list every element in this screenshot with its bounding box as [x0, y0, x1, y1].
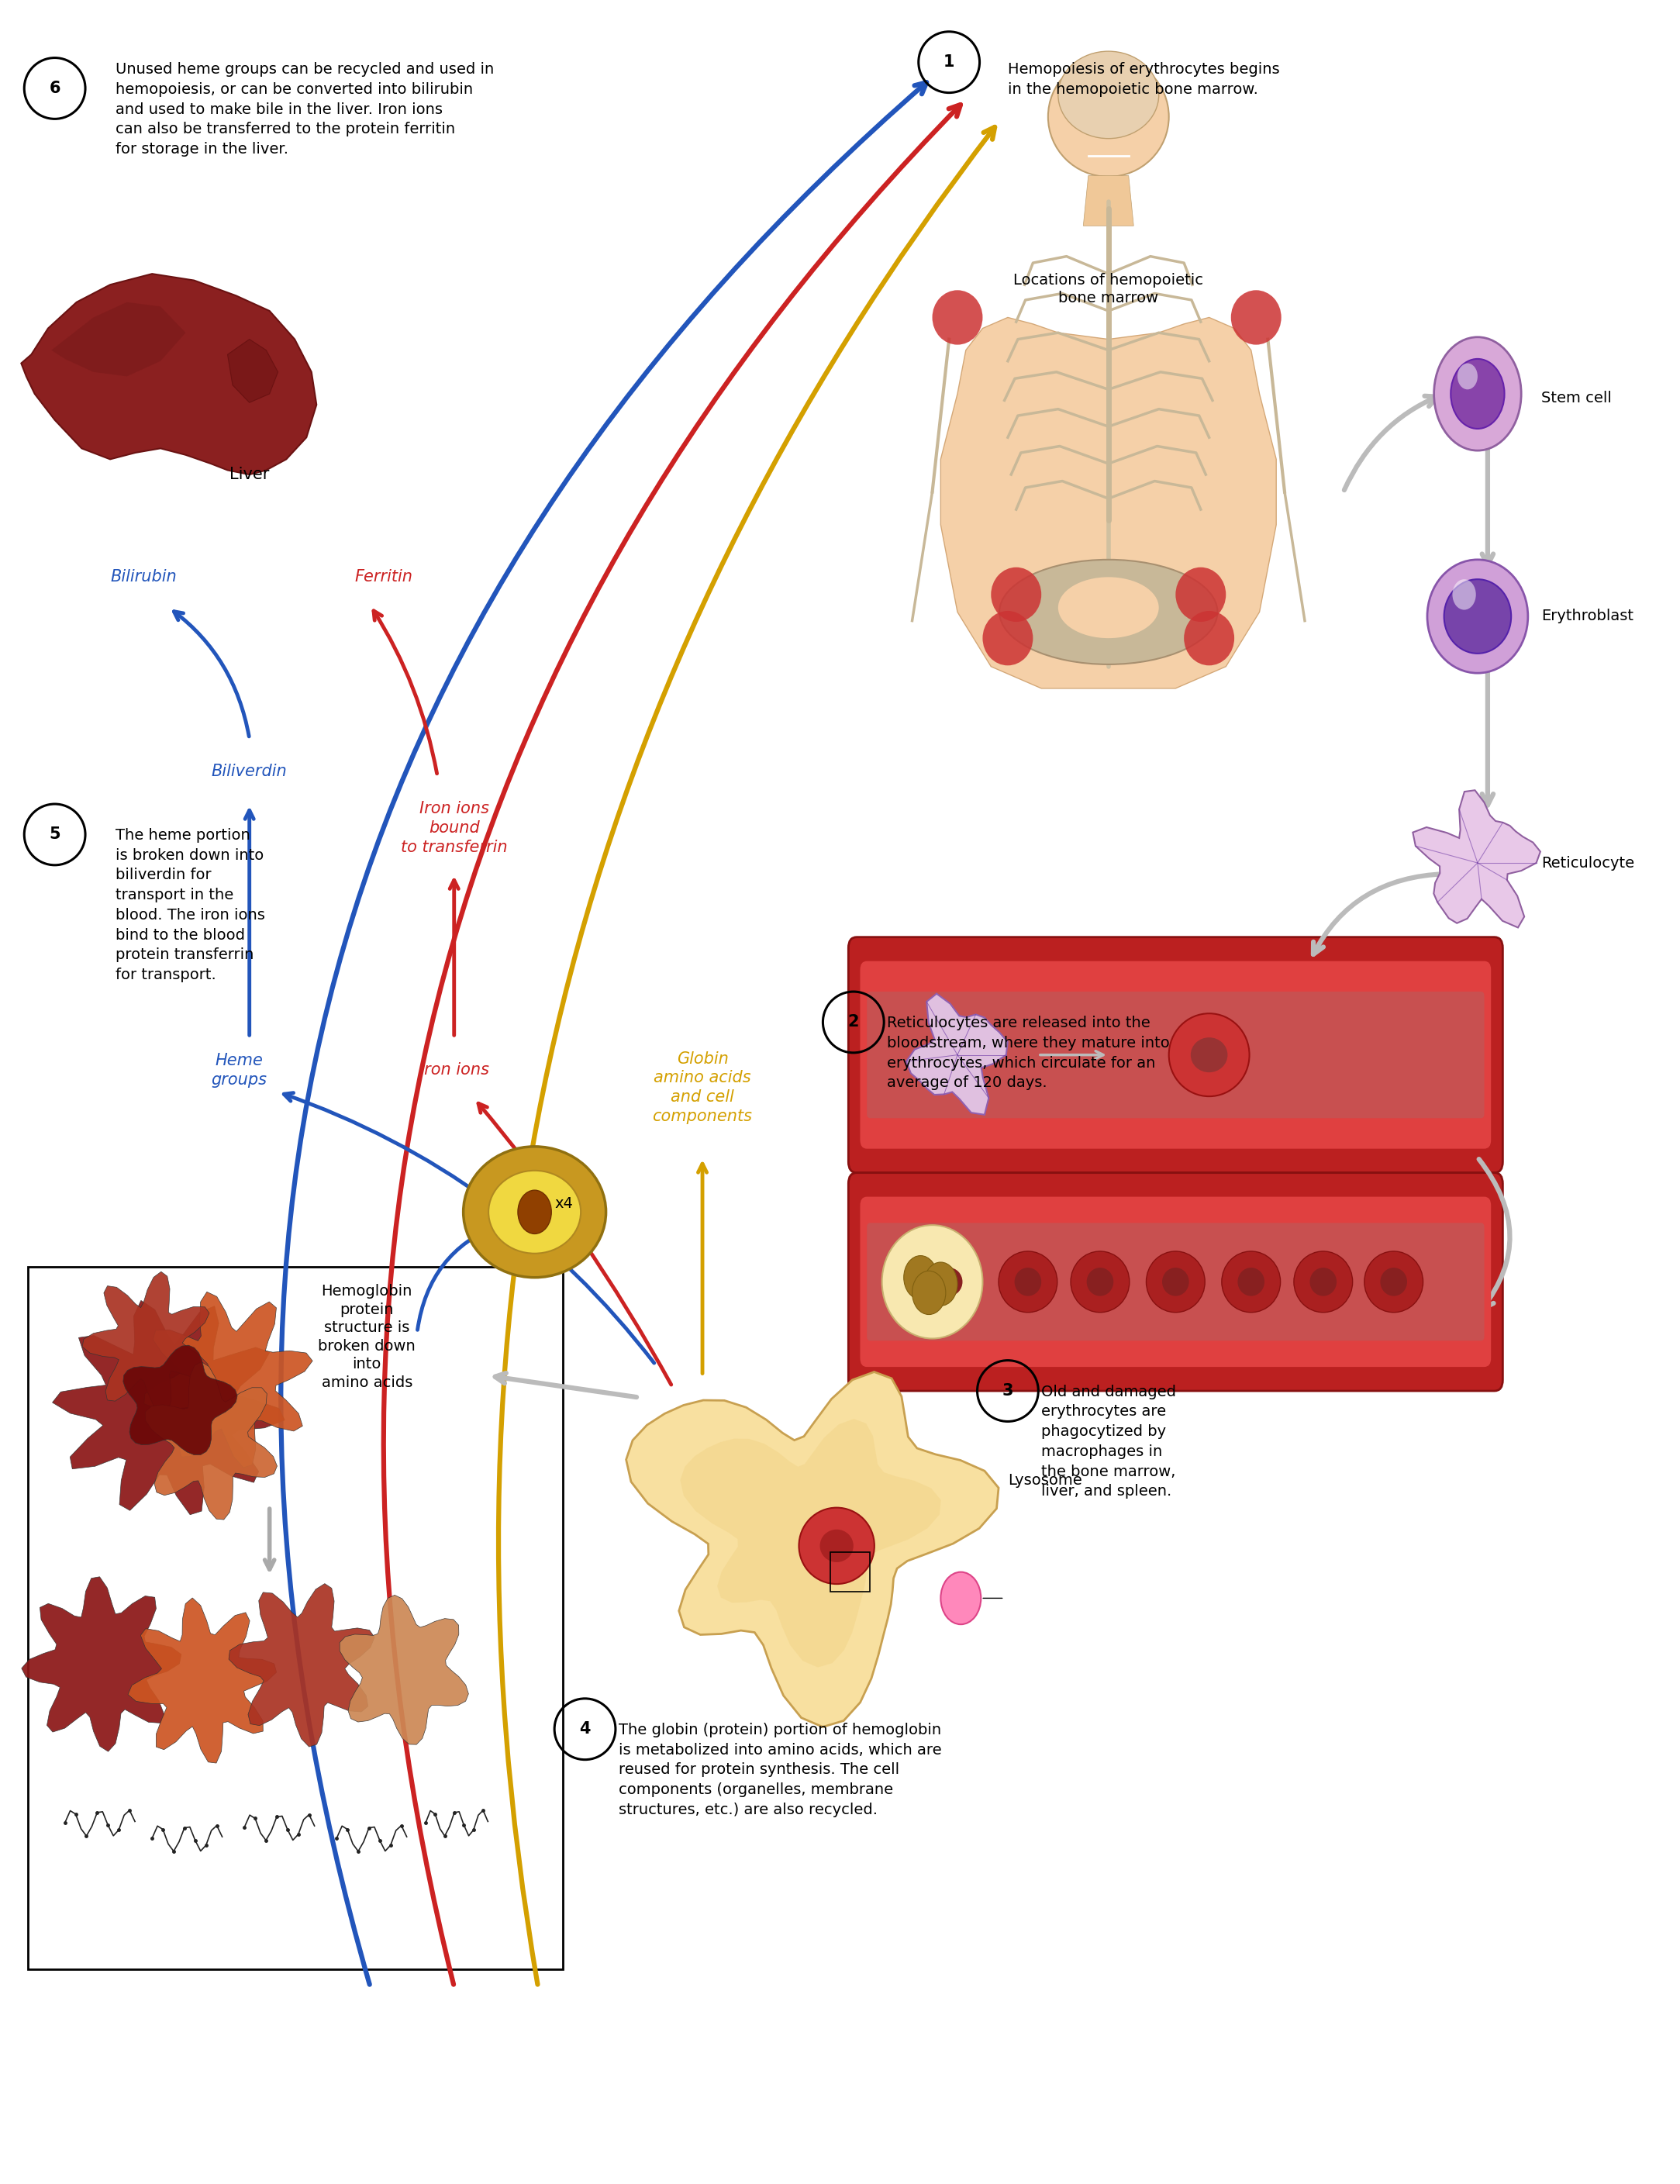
Ellipse shape — [1176, 568, 1226, 622]
Polygon shape — [339, 1594, 469, 1745]
Circle shape — [912, 1271, 946, 1315]
Ellipse shape — [1294, 1251, 1352, 1313]
Ellipse shape — [1015, 1267, 1042, 1295]
Text: The globin (protein) portion of hemoglobin
is metabolized into amino acids, whic: The globin (protein) portion of hemoglob… — [618, 1723, 941, 1817]
Ellipse shape — [936, 1267, 963, 1295]
Text: Iron ions: Iron ions — [420, 1061, 489, 1079]
Polygon shape — [22, 273, 316, 474]
Text: Reticulocyte: Reticulocyte — [1541, 856, 1635, 869]
Polygon shape — [144, 1293, 312, 1468]
Ellipse shape — [1231, 290, 1282, 345]
Polygon shape — [906, 994, 1008, 1114]
Ellipse shape — [1087, 1267, 1114, 1295]
Circle shape — [1453, 579, 1477, 609]
Ellipse shape — [1428, 559, 1527, 673]
Polygon shape — [941, 317, 1277, 688]
Text: Bilirubin: Bilirubin — [111, 570, 176, 585]
Ellipse shape — [1058, 577, 1159, 638]
Ellipse shape — [1191, 1037, 1228, 1072]
Polygon shape — [1413, 791, 1541, 928]
Text: 6: 6 — [49, 81, 60, 96]
Text: 1: 1 — [944, 55, 954, 70]
Text: Locations of hemopoietic
bone marrow: Locations of hemopoietic bone marrow — [1013, 273, 1203, 306]
Text: The heme portion
is broken down into
biliverdin for
transport in the
blood. The : The heme portion is broken down into bil… — [116, 828, 265, 983]
Text: x4: x4 — [554, 1197, 573, 1210]
FancyBboxPatch shape — [867, 1223, 1485, 1341]
FancyBboxPatch shape — [867, 992, 1485, 1118]
Text: Lysosome: Lysosome — [1008, 1472, 1082, 1487]
Circle shape — [941, 1572, 981, 1625]
Text: Iron ions
bound
to transferrin: Iron ions bound to transferrin — [402, 802, 507, 854]
Ellipse shape — [1058, 50, 1159, 138]
Ellipse shape — [1169, 1013, 1250, 1096]
Text: Old and damaged
erythrocytes are
phagocytized by
macrophages in
the bone marrow,: Old and damaged erythrocytes are phagocy… — [1042, 1385, 1176, 1498]
Text: Hemoglobin
protein
structure is
broken down
into
amino acids: Hemoglobin protein structure is broken d… — [318, 1284, 415, 1389]
Text: 4: 4 — [580, 1721, 591, 1736]
Polygon shape — [680, 1420, 941, 1666]
Polygon shape — [52, 1299, 284, 1516]
Text: Unused heme groups can be recycled and used in
hemopoiesis, or can be converted : Unused heme groups can be recycled and u… — [116, 61, 494, 157]
Ellipse shape — [1163, 1267, 1189, 1295]
FancyBboxPatch shape — [860, 1197, 1492, 1367]
Circle shape — [1452, 358, 1504, 428]
Text: 2: 2 — [848, 1013, 858, 1031]
Text: 3: 3 — [1003, 1382, 1013, 1398]
Text: Liver: Liver — [230, 467, 269, 483]
Ellipse shape — [1146, 1251, 1205, 1313]
Ellipse shape — [991, 568, 1042, 622]
Polygon shape — [52, 301, 185, 376]
Polygon shape — [627, 1372, 998, 1728]
Ellipse shape — [464, 1147, 606, 1278]
Ellipse shape — [1221, 1251, 1280, 1313]
Polygon shape — [82, 1271, 210, 1413]
Text: Hemopoiesis of erythrocytes begins
in the hemopoietic bone marrow.: Hemopoiesis of erythrocytes begins in th… — [1008, 61, 1280, 96]
Ellipse shape — [1310, 1267, 1337, 1295]
Polygon shape — [128, 1599, 277, 1762]
Ellipse shape — [1184, 612, 1235, 666]
Circle shape — [904, 1256, 937, 1299]
Polygon shape — [227, 339, 277, 402]
Text: Globin
amino acids
and cell
components: Globin amino acids and cell components — [652, 1051, 753, 1125]
Polygon shape — [144, 1363, 277, 1520]
Circle shape — [1435, 336, 1520, 450]
FancyBboxPatch shape — [29, 1267, 563, 1970]
FancyBboxPatch shape — [848, 937, 1502, 1173]
Ellipse shape — [998, 1251, 1057, 1313]
Ellipse shape — [800, 1507, 874, 1583]
Text: Reticulocytes are released into the
bloodstream, where they mature into
erythroc: Reticulocytes are released into the bloo… — [887, 1016, 1169, 1090]
Text: Ferritin: Ferritin — [354, 570, 413, 585]
Text: Biliverdin: Biliverdin — [212, 764, 287, 780]
Polygon shape — [123, 1345, 237, 1455]
Polygon shape — [1084, 175, 1134, 225]
Ellipse shape — [1445, 579, 1510, 653]
FancyBboxPatch shape — [860, 961, 1492, 1149]
Circle shape — [924, 1262, 958, 1306]
Polygon shape — [22, 1577, 181, 1752]
Ellipse shape — [1070, 1251, 1129, 1313]
Circle shape — [1458, 363, 1478, 389]
Ellipse shape — [489, 1171, 581, 1254]
Text: 5: 5 — [49, 828, 60, 843]
Ellipse shape — [820, 1529, 853, 1562]
Text: Heme
groups: Heme groups — [212, 1053, 267, 1088]
Polygon shape — [228, 1583, 375, 1747]
Ellipse shape — [1238, 1267, 1265, 1295]
Ellipse shape — [1364, 1251, 1423, 1313]
FancyBboxPatch shape — [848, 1173, 1502, 1391]
Text: Stem cell: Stem cell — [1541, 391, 1611, 406]
Text: Erythroblast: Erythroblast — [1541, 609, 1633, 625]
Ellipse shape — [882, 1225, 983, 1339]
Ellipse shape — [1000, 559, 1218, 664]
Ellipse shape — [983, 612, 1033, 666]
Ellipse shape — [1048, 57, 1169, 177]
Circle shape — [517, 1190, 551, 1234]
Ellipse shape — [932, 290, 983, 345]
Ellipse shape — [919, 1251, 978, 1313]
Ellipse shape — [1381, 1267, 1408, 1295]
